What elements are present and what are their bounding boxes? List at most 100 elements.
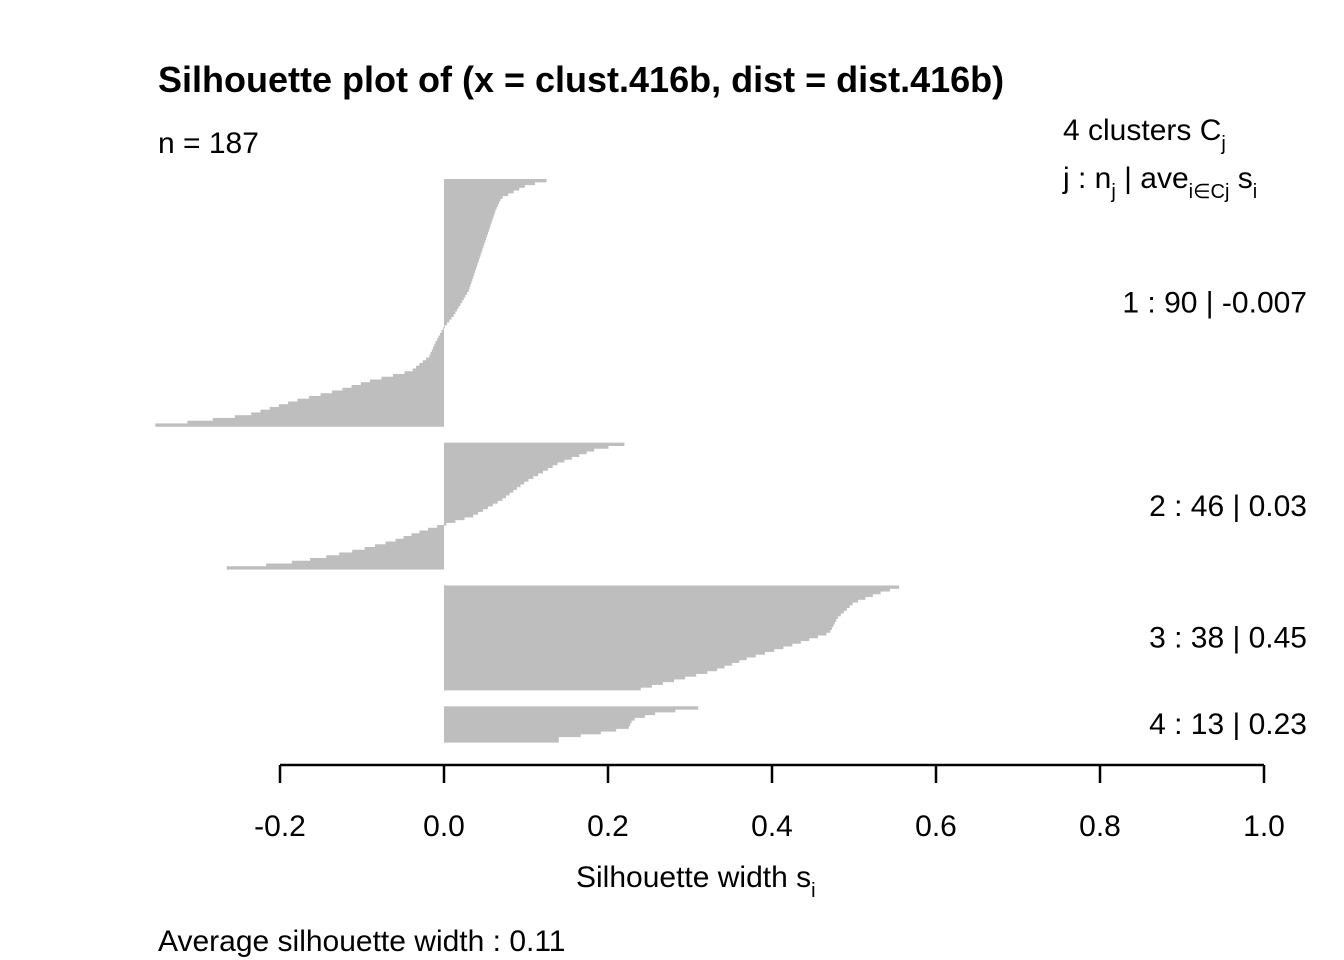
silhouette-bar-cluster-1 <box>187 420 444 425</box>
silhouette-bar-cluster-2 <box>444 459 565 463</box>
silhouette-bar-cluster-2 <box>428 527 444 532</box>
silhouette-bar-cluster-1 <box>444 247 483 252</box>
silhouette-bar-cluster-1 <box>444 214 494 219</box>
silhouette-bar-cluster-1 <box>444 302 461 306</box>
silhouette-bar-cluster-2 <box>437 525 444 529</box>
silhouette-bar-cluster-3 <box>444 684 652 688</box>
silhouette-bar-cluster-1 <box>444 305 459 309</box>
silhouette-bar-cluster-3 <box>444 637 810 641</box>
silhouette-bar-cluster-1 <box>444 321 448 326</box>
silhouette-bar-cluster-3 <box>444 610 844 614</box>
silhouette-bars <box>155 179 900 743</box>
silhouette-bar-cluster-1 <box>434 343 444 348</box>
silhouette-bar-cluster-3 <box>444 596 866 600</box>
silhouette-bar-cluster-2 <box>444 505 488 510</box>
silhouette-bar-cluster-1 <box>444 294 466 298</box>
legend-header-line1-prefix: 4 clusters C <box>1063 114 1221 147</box>
silhouette-bar-cluster-3 <box>444 629 831 633</box>
silhouette-bar-cluster-2 <box>364 547 444 551</box>
silhouette-bar-cluster-1 <box>444 280 472 284</box>
silhouette-bar-cluster-1 <box>444 286 470 290</box>
silhouette-bar-cluster-2 <box>444 481 525 485</box>
legend-header-line1-sub: j <box>1220 133 1225 155</box>
silhouette-bar-cluster-3 <box>444 590 881 595</box>
silhouette-bar-cluster-1 <box>444 297 464 301</box>
silhouette-bar-cluster-2 <box>444 456 572 460</box>
silhouette-bar-cluster-1 <box>444 319 450 323</box>
silhouette-bar-cluster-2 <box>444 478 529 482</box>
silhouette-bar-cluster-1 <box>444 231 488 235</box>
x-axis-label: Silhouette width si <box>576 861 816 902</box>
silhouette-bar-cluster-1 <box>419 363 444 367</box>
silhouette-bar-cluster-1 <box>332 390 444 394</box>
silhouette-bar-cluster-2 <box>444 511 479 515</box>
silhouette-bar-cluster-1 <box>444 192 509 197</box>
silhouette-bar-cluster-1 <box>269 406 444 411</box>
silhouette-bar-cluster-4 <box>444 720 632 724</box>
silhouette-bar-cluster-3 <box>444 673 697 677</box>
silhouette-bar-cluster-1 <box>444 283 471 287</box>
silhouette-bar-cluster-4 <box>444 739 559 743</box>
silhouette-bar-cluster-2 <box>411 533 444 537</box>
silhouette-bar-cluster-2 <box>444 494 506 499</box>
silhouette-bar-cluster-1 <box>444 308 458 312</box>
silhouette-bar-cluster-4 <box>444 714 645 718</box>
x-axis-label-text: Silhouette width s <box>576 861 811 894</box>
silhouette-bar-cluster-1 <box>251 412 444 416</box>
silhouette-bar-cluster-1 <box>444 313 454 317</box>
x-tick-label: 0.6 <box>915 810 957 843</box>
cluster-label-1: 1 : 90 | -0.007 <box>1122 287 1307 320</box>
silhouette-bar-cluster-1 <box>320 393 444 397</box>
silhouette-bar-cluster-1 <box>444 206 497 210</box>
silhouette-bar-cluster-3 <box>444 665 725 669</box>
silhouette-bar-cluster-2 <box>444 445 609 449</box>
silhouette-bar-cluster-1 <box>444 324 445 328</box>
silhouette-bar-cluster-3 <box>444 588 890 592</box>
silhouette-bar-cluster-1 <box>444 253 481 257</box>
legend-header-line2-sub2: i∈Cj <box>1189 181 1230 203</box>
legend-header-line1: 4 clusters Cj <box>1063 114 1226 155</box>
silhouette-bar-cluster-1 <box>278 404 444 408</box>
n-label: n = 187 <box>158 127 259 160</box>
silhouette-bar-cluster-2 <box>444 500 498 504</box>
silhouette-bar-cluster-1 <box>393 373 444 378</box>
silhouette-bar-cluster-1 <box>444 187 520 191</box>
cluster-label-4: 4 : 13 | 0.23 <box>1149 708 1307 741</box>
silhouette-bar-cluster-2 <box>310 557 444 562</box>
silhouette-bar-cluster-1 <box>444 316 452 320</box>
silhouette-bar-cluster-4 <box>444 731 601 735</box>
silhouette-bar-cluster-1 <box>444 310 456 315</box>
silhouette-bar-cluster-1 <box>288 401 444 405</box>
silhouette-bar-cluster-4 <box>444 722 631 727</box>
silhouette-bar-cluster-2 <box>444 516 465 521</box>
silhouette-bar-cluster-1 <box>426 357 444 361</box>
silhouette-bar-cluster-1 <box>412 368 444 372</box>
silhouette-bar-cluster-4 <box>444 728 617 732</box>
silhouette-bar-cluster-1 <box>342 387 444 392</box>
silhouette-bar-cluster-4 <box>444 733 581 738</box>
silhouette-bar-cluster-1 <box>443 327 444 331</box>
silhouette-bar-cluster-3 <box>444 604 850 609</box>
silhouette-bar-cluster-2 <box>444 461 558 466</box>
silhouette-bar-cluster-3 <box>444 687 641 691</box>
silhouette-bar-cluster-1 <box>444 277 473 282</box>
silhouette-bar-cluster-3 <box>444 615 838 620</box>
silhouette-bar-cluster-1 <box>370 379 444 383</box>
silhouette-bar-cluster-2 <box>226 566 444 570</box>
silhouette-bar-cluster-2 <box>444 503 493 507</box>
silhouette-bar-cluster-1 <box>212 417 444 422</box>
silhouette-bar-cluster-1 <box>444 184 525 188</box>
silhouette-bar-cluster-2 <box>444 508 484 512</box>
silhouette-bar-cluster-1 <box>422 360 444 364</box>
silhouette-bar-cluster-1 <box>433 346 444 350</box>
x-tick-label: 0.0 <box>423 810 465 843</box>
silhouette-bar-cluster-1 <box>444 291 468 295</box>
silhouette-bar-cluster-2 <box>444 475 534 479</box>
silhouette-bar-cluster-3 <box>444 626 832 630</box>
silhouette-bar-cluster-3 <box>444 632 827 636</box>
silhouette-bar-cluster-2 <box>444 448 595 452</box>
silhouette-bar-cluster-1 <box>309 395 444 400</box>
silhouette-bar-cluster-1 <box>444 179 547 183</box>
silhouette-bar-cluster-2 <box>326 555 444 559</box>
